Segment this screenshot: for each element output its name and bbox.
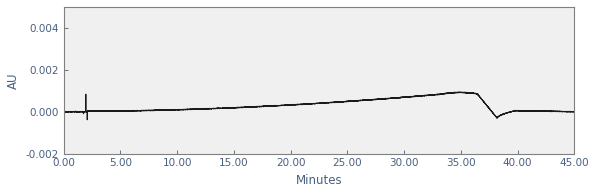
X-axis label: Minutes: Minutes bbox=[296, 174, 342, 187]
Y-axis label: AU: AU bbox=[7, 72, 20, 88]
